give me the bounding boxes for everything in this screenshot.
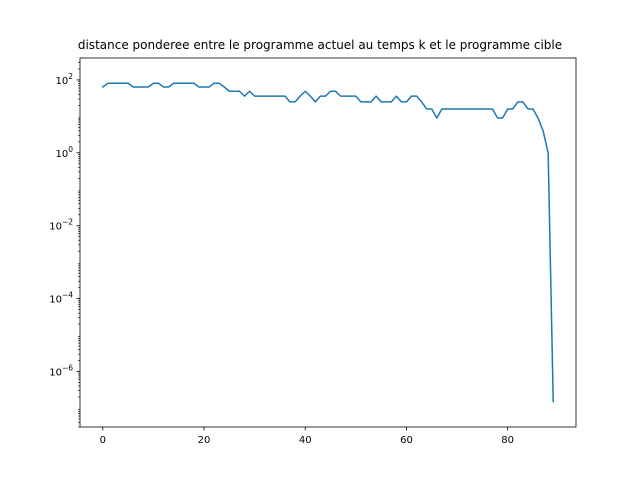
y-tick-label: 100 — [55, 145, 73, 160]
x-tick-label: 60 — [400, 435, 413, 446]
y-tick-label: 10−4 — [49, 291, 73, 306]
y-tick-label: 102 — [55, 72, 73, 87]
plot-area: 0 20 40 60 80 102 100 10−2 10−4 10−6 — [49, 57, 577, 446]
chart-title: distance ponderee entre le programme act… — [78, 38, 562, 52]
x-tick-label: 20 — [198, 435, 211, 446]
y-tick-label: 10−2 — [49, 218, 73, 233]
x-tick-label: 0 — [100, 435, 106, 446]
x-tick-label: 80 — [501, 435, 514, 446]
axes-frame — [79, 57, 577, 428]
series-line-0 — [101, 82, 554, 403]
y-tick-label: 10−6 — [49, 363, 73, 378]
x-tick-label: 40 — [299, 435, 312, 446]
